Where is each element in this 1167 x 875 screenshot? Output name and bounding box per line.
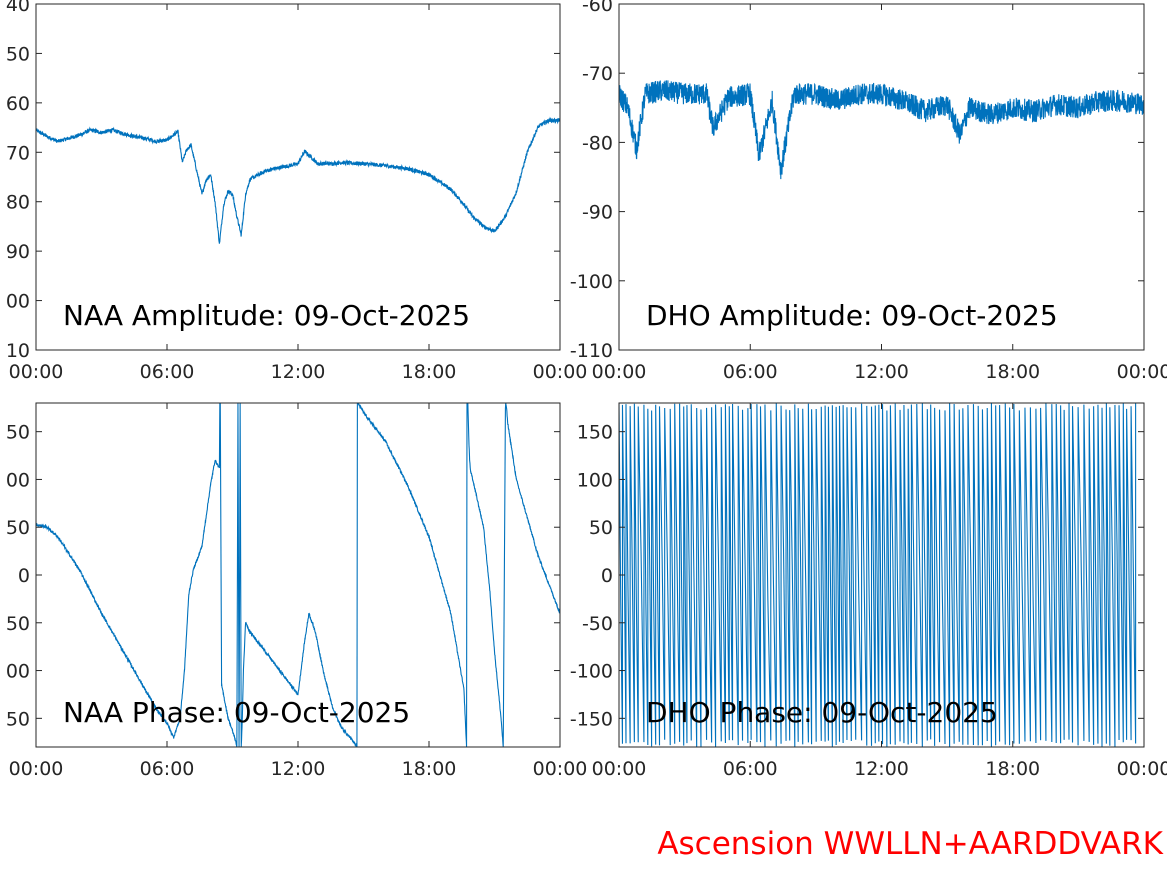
x-tick-label: 18:00 xyxy=(402,361,457,383)
x-tick-label: 12:00 xyxy=(271,758,326,780)
x-tick-label: 06:00 xyxy=(140,361,195,383)
station-label: Ascension WWLLN+AARDDVARK xyxy=(657,826,1163,862)
naa-phase-trace xyxy=(36,403,560,747)
y-tick-label: 50 xyxy=(6,517,30,539)
y-tick-label: -110 xyxy=(570,340,613,362)
x-tick-label: 00:00 xyxy=(533,361,588,383)
y-tick-label: -50 xyxy=(582,613,613,635)
x-tick-label: 00:00 xyxy=(1117,361,1167,383)
x-tick-label: 18:00 xyxy=(985,758,1040,780)
y-tick-label: -100 xyxy=(570,661,613,683)
x-tick-label: 18:00 xyxy=(402,758,457,780)
y-tick-label: -70 xyxy=(582,63,613,85)
y-tick-label: -100 xyxy=(570,271,613,293)
dho-phase-title: DHO Phase: 09-Oct-2025 xyxy=(646,696,998,729)
naa-amplitude-title: NAA Amplitude: 09-Oct-2025 xyxy=(63,299,470,332)
y-tick-label: 0 xyxy=(18,565,30,587)
x-tick-label: 00:00 xyxy=(9,361,64,383)
y-tick-label: 00 xyxy=(6,291,30,313)
y-tick-label: 50 xyxy=(6,613,30,635)
y-tick-label: 90 xyxy=(6,241,30,263)
y-tick-label: 40 xyxy=(6,0,30,16)
y-tick-label: 00 xyxy=(6,661,30,683)
y-tick-label: 10 xyxy=(6,340,30,362)
y-tick-label: 0 xyxy=(601,565,613,587)
x-tick-label: 06:00 xyxy=(723,758,778,780)
x-tick-label: 06:00 xyxy=(723,361,778,383)
y-tick-label: 70 xyxy=(6,142,30,164)
dho-phase-panel: 00:00 06:00 12:00 18:00 00:00 -150 -100 -50 0 50 1… xyxy=(570,402,1167,780)
y-tick-label: 00 xyxy=(6,469,30,491)
x-tick-label: 00:00 xyxy=(533,758,588,780)
x-tick-label: 18:00 xyxy=(985,361,1040,383)
y-tick-label: -90 xyxy=(582,202,613,224)
y-tick-label: 150 xyxy=(577,422,613,444)
x-tick-label: 00:00 xyxy=(592,361,647,383)
naa-amplitude-panel: 00:00 06:00 12:00 18:00 00:00100090807060504… xyxy=(6,0,588,383)
x-tick-label: 12:00 xyxy=(271,361,326,383)
x-tick-label: 00:00 xyxy=(9,758,64,780)
naa-phase-panel: 00:00 06:00 12:00 18:00 00:00 50 00 50 0 50 00 50 NA… xyxy=(6,402,588,780)
x-tick-label: 06:00 xyxy=(140,758,195,780)
x-tick-label: 12:00 xyxy=(854,361,909,383)
y-tick-label: 50 xyxy=(589,517,613,539)
y-tick-label: 50 xyxy=(6,422,30,444)
y-tick-label: 50 xyxy=(6,708,30,730)
dho-amplitude-title: DHO Amplitude: 09-Oct-2025 xyxy=(646,299,1058,332)
dho-amplitude-panel: 00:00 06:00 12:00 18:00 00:00-110-100-90-80-… xyxy=(570,0,1167,383)
y-tick-label: -80 xyxy=(582,132,613,154)
dho-phase-trace xyxy=(619,403,1137,747)
y-tick-label: -150 xyxy=(570,708,613,730)
y-tick-label: 100 xyxy=(577,469,613,491)
x-tick-label: 12:00 xyxy=(854,758,909,780)
x-tick-label: 00:00 xyxy=(592,758,647,780)
y-tick-label: -60 xyxy=(582,0,613,16)
x-tick-label: 00:00 xyxy=(1117,758,1167,780)
naa-amplitude-trace xyxy=(36,116,560,244)
y-tick-label: 50 xyxy=(6,43,30,65)
dho-amplitude-trace xyxy=(619,80,1144,180)
naa-phase-title: NAA Phase: 09-Oct-2025 xyxy=(63,696,410,729)
y-tick-label: 60 xyxy=(6,93,30,115)
y-tick-label: 80 xyxy=(6,192,30,214)
